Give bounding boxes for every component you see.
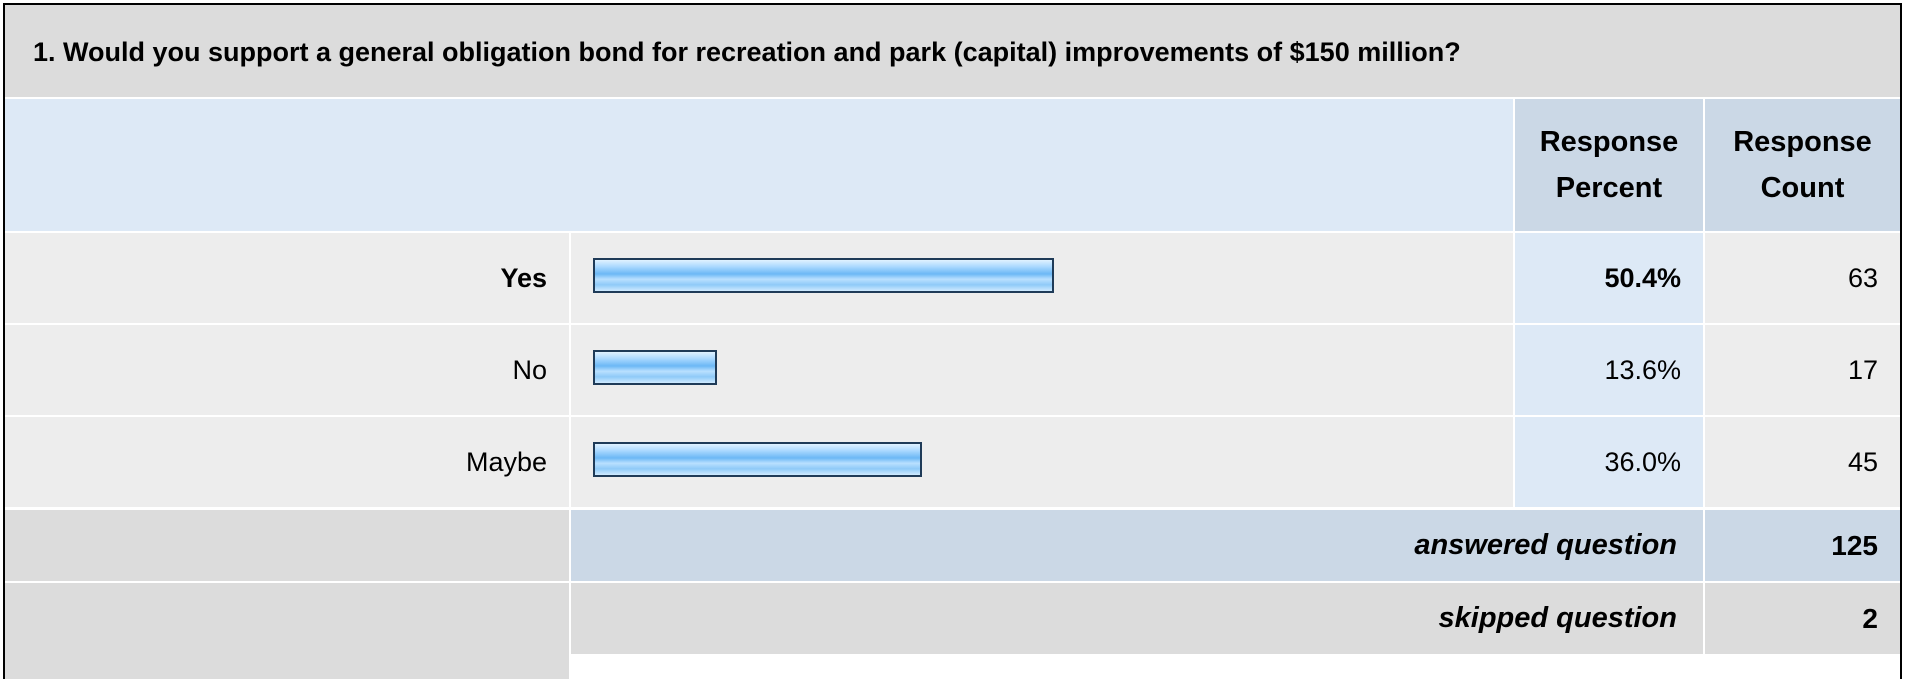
response-percent-value: 50.4%: [1515, 233, 1705, 325]
row-label: Yes: [5, 233, 571, 325]
response-bar: [593, 350, 717, 385]
answered-question-label: answered question: [571, 510, 1705, 583]
response-percent-header-line1: Response: [1539, 126, 1679, 158]
answered-question-value: 125: [1705, 510, 1900, 583]
response-count-header: Response Count: [1705, 99, 1900, 233]
row-bar-cell: [571, 417, 1515, 509]
answered-blank-cell: [5, 510, 571, 583]
response-percent-header-line2: Percent: [1555, 172, 1663, 204]
response-percent-value: 36.0%: [1515, 417, 1705, 509]
header-blank-cell: [5, 99, 1515, 233]
response-count-value: 63: [1705, 233, 1900, 325]
skipped-question-label: skipped question: [571, 583, 1705, 656]
response-percent-header: Response Percent: [1515, 99, 1705, 233]
row-label: No: [5, 325, 571, 417]
row-bar-cell: [571, 325, 1515, 417]
skipped-blank-cell: [5, 583, 571, 679]
response-count-value: 45: [1705, 417, 1900, 509]
response-percent-value: 13.6%: [1515, 325, 1705, 417]
response-count-header-line1: Response: [1733, 126, 1872, 158]
response-bar: [593, 258, 1054, 293]
row-label: Maybe: [5, 417, 571, 509]
response-bar: [593, 442, 922, 477]
response-count-header-line2: Count: [1760, 172, 1845, 204]
response-count-value: 17: [1705, 325, 1900, 417]
skipped-question-value: 2: [1705, 583, 1900, 656]
question-title: 1. Would you support a general obligatio…: [5, 5, 1900, 99]
survey-question-panel: 1. Would you support a general obligatio…: [3, 3, 1902, 679]
row-bar-cell: [571, 233, 1515, 325]
